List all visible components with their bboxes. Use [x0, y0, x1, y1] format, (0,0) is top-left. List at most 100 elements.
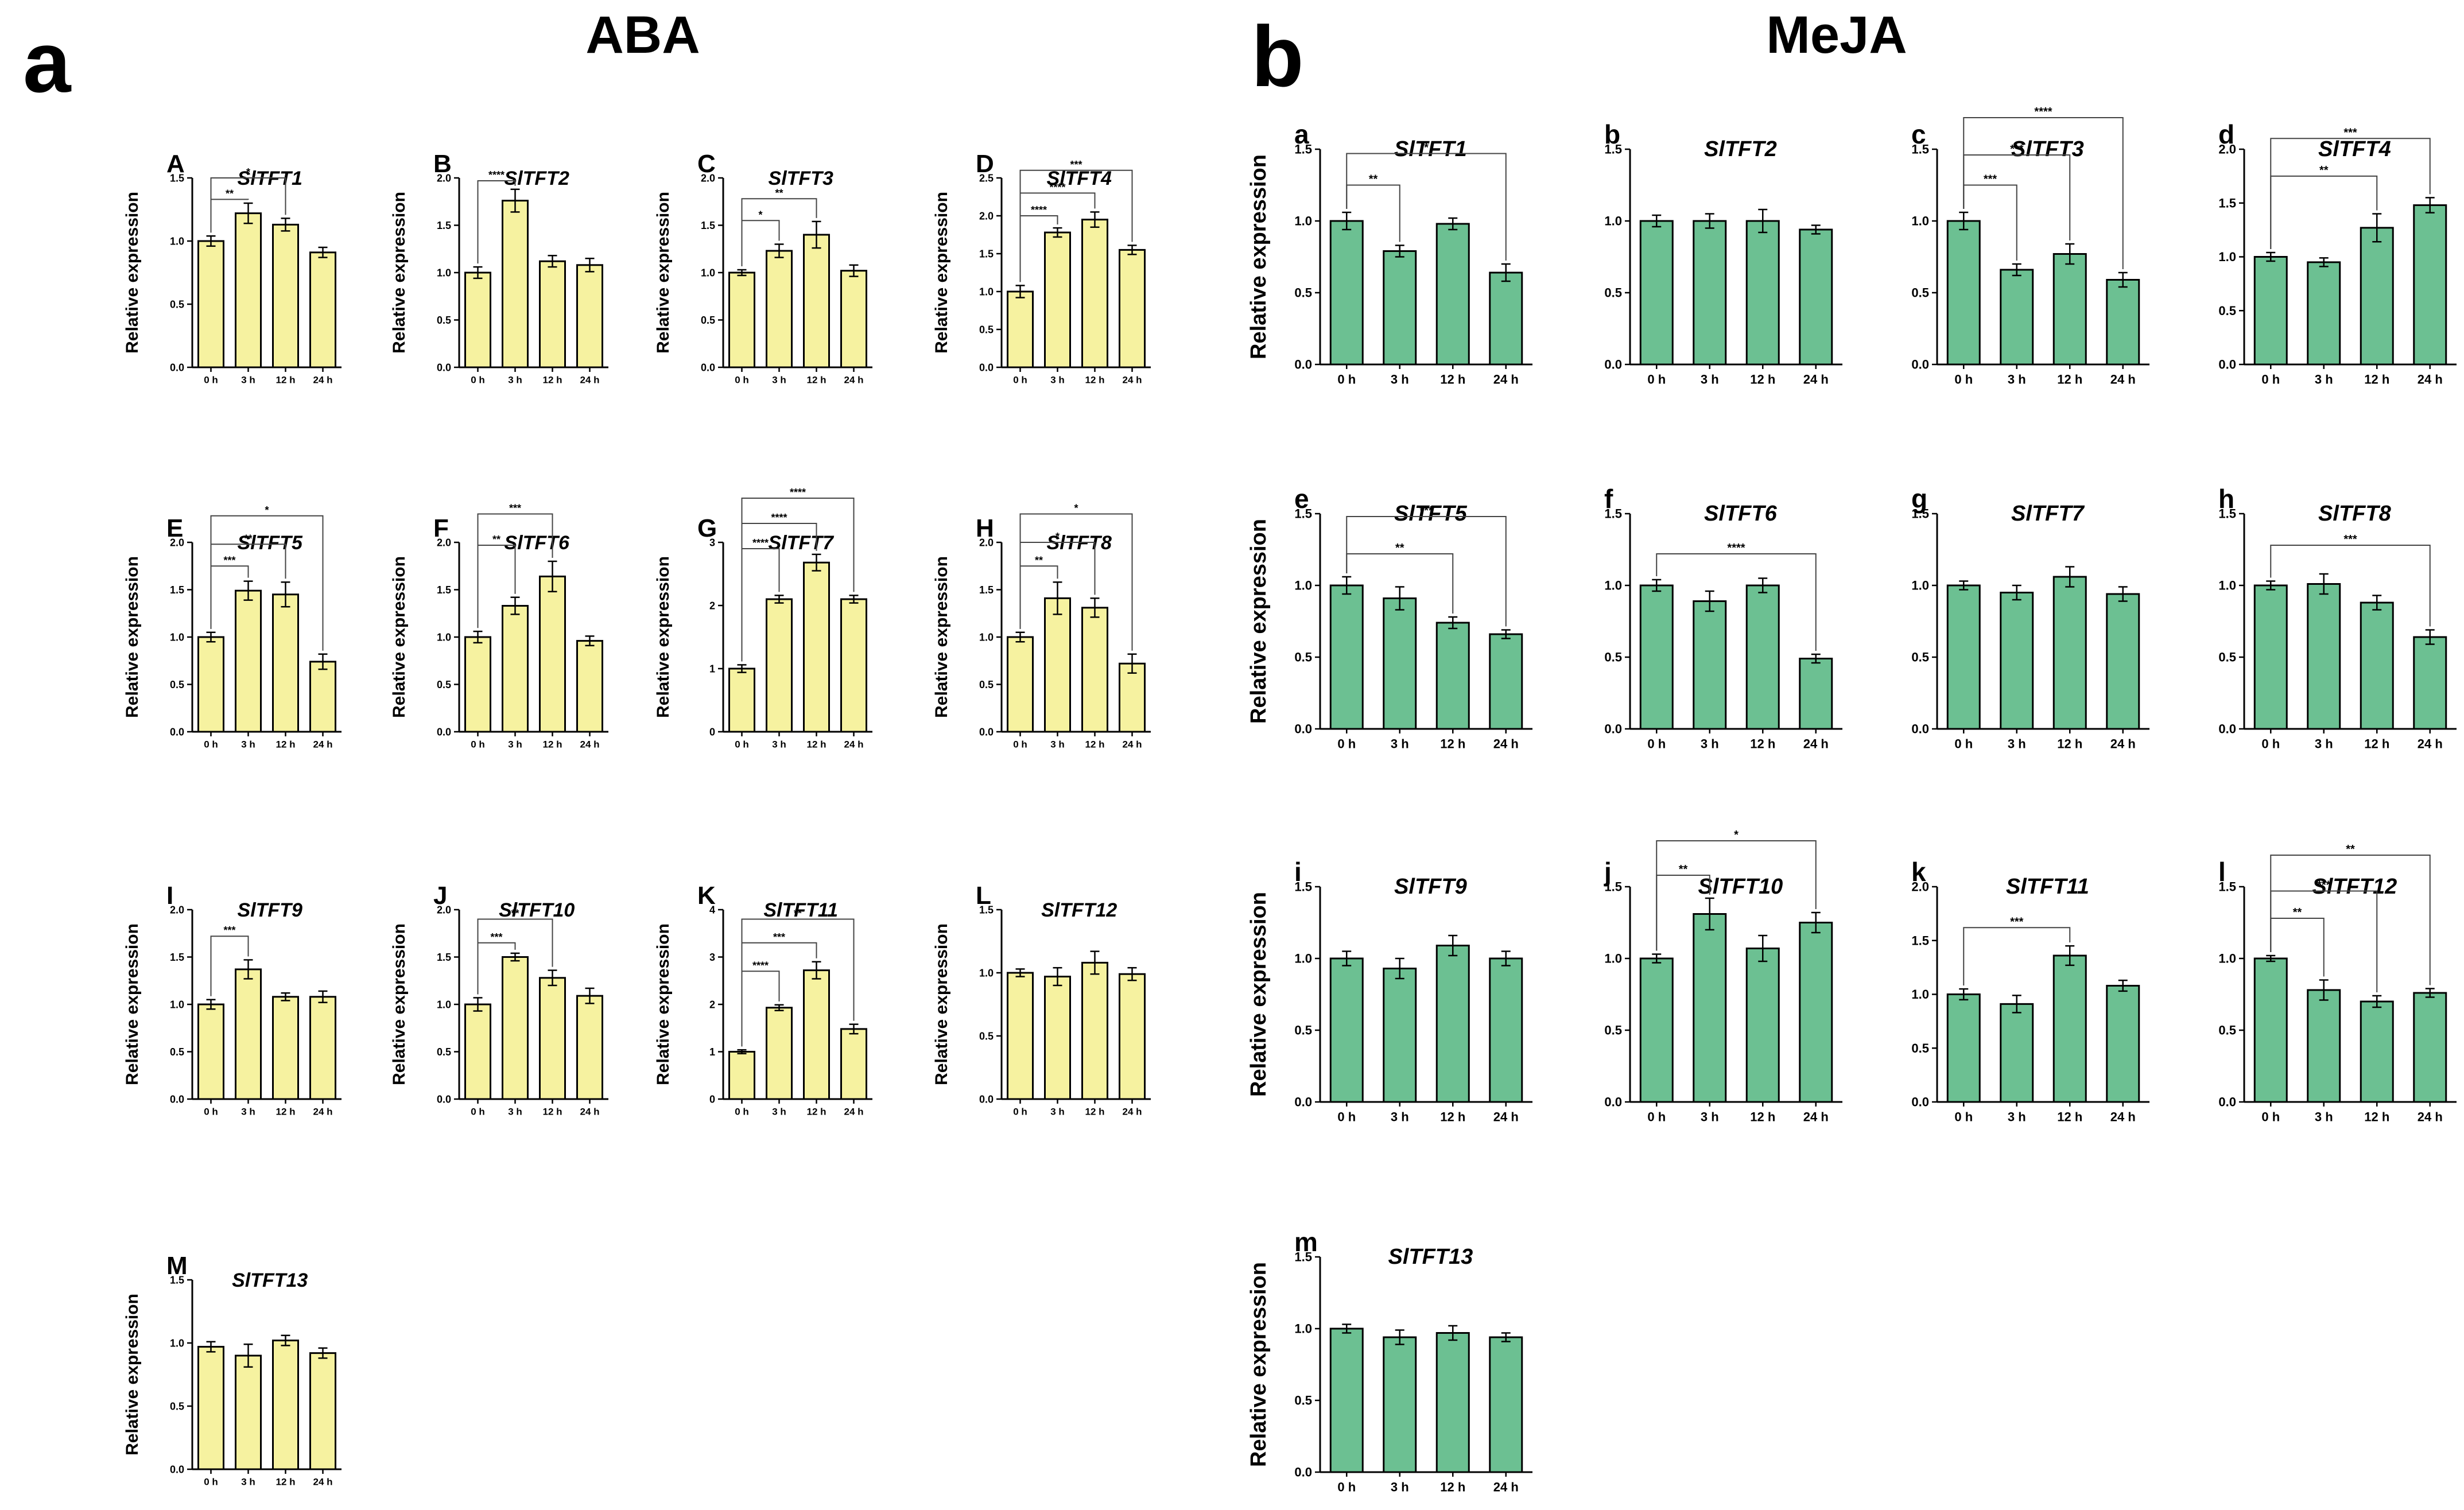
- x-tick-label: 3 h: [508, 375, 522, 386]
- panel-label: d: [2218, 119, 2234, 149]
- y-tick-label: 2.0: [979, 537, 994, 548]
- y-tick-label: 1.5: [979, 248, 994, 259]
- bar: [1799, 228, 1833, 366]
- chart-title: SlTFT5: [1394, 502, 1468, 526]
- y-tick-label: 0.5: [170, 679, 184, 690]
- chart-title: SlTFT2: [1704, 137, 1777, 161]
- chart-aba-B: B SlTFT2 Relative expression 0.0 0.5 1.0 1.5 2.…: [390, 150, 608, 386]
- bar: [272, 996, 299, 1100]
- y-tick-label: 1.5: [1911, 507, 1929, 521]
- y-tick-label: 1.0: [2218, 952, 2236, 966]
- chart-title: SlTFT11: [2006, 875, 2089, 899]
- bar: [2253, 584, 2288, 730]
- x-tick-label: 12 h: [2364, 1109, 2389, 1124]
- x-tick-label: 3 h: [772, 1107, 786, 1117]
- bar: [272, 1340, 299, 1470]
- x-tick-label: 3 h: [772, 375, 786, 386]
- chart-meja-m: m SlTFT13 Relative expression 0.0 0.5 1.0 1.5 0…: [1247, 1227, 1532, 1494]
- bar: [803, 561, 830, 733]
- significance-label: *: [246, 166, 250, 178]
- y-tick-label: 1.0: [1604, 952, 1622, 966]
- x-tick-label: 24 h: [1493, 372, 1519, 386]
- y-tick-label: 0.0: [170, 1093, 184, 1105]
- significance-bracket: [741, 198, 817, 267]
- bar: [1007, 290, 1034, 368]
- x-tick-label: 12 h: [1750, 372, 1775, 386]
- y-tick-label: 0.0: [437, 362, 451, 373]
- y-axis-label: Relative expression: [390, 923, 409, 1085]
- bar: [1081, 607, 1108, 733]
- bar: [2307, 261, 2341, 366]
- significance-label: ***: [509, 503, 521, 514]
- bar: [728, 667, 755, 733]
- bar: [1329, 220, 1364, 366]
- y-tick-label: 0: [709, 1093, 715, 1105]
- x-tick-label: 12 h: [275, 1107, 295, 1117]
- chart-title: SlTFT4: [1047, 168, 1112, 189]
- y-tick-label: 1.0: [701, 267, 715, 278]
- bar: [1383, 597, 1417, 730]
- x-tick-label: 3 h: [1701, 1109, 1719, 1124]
- x-tick-label: 0 h: [1647, 372, 1666, 386]
- x-tick-label: 12 h: [542, 375, 562, 386]
- bar: [1799, 922, 1833, 1103]
- x-tick-label: 3 h: [241, 375, 255, 386]
- bar: [1639, 957, 1674, 1103]
- y-tick-label: 1.0: [170, 1337, 184, 1349]
- significance-bracket: [477, 918, 553, 995]
- bar: [1329, 584, 1364, 730]
- significance-label: ***: [1070, 159, 1082, 170]
- y-axis-label: Relative expression: [123, 923, 142, 1085]
- x-tick-label: 0 h: [1954, 1109, 1973, 1124]
- bar: [2000, 592, 2034, 730]
- x-tick-label: 12 h: [2057, 372, 2082, 386]
- panel-label: j: [1604, 857, 1612, 887]
- y-tick-label: 0.0: [2218, 358, 2236, 372]
- y-axis-label: Relative expression: [932, 192, 951, 354]
- x-tick-label: 3 h: [1050, 739, 1065, 750]
- bar: [197, 1003, 224, 1100]
- chart-title: SlTFT9: [1394, 875, 1467, 899]
- y-tick-label: 0.5: [1294, 1023, 1312, 1038]
- y-tick-label: 2.0: [1911, 880, 1929, 894]
- bar: [272, 593, 299, 733]
- y-tick-label: 1.0: [979, 631, 994, 643]
- bar: [1383, 250, 1417, 366]
- y-tick-label: 1.0: [170, 631, 184, 643]
- bar: [2052, 253, 2087, 366]
- significance-label: ***: [1984, 173, 1997, 186]
- y-tick-label: 0.5: [437, 1046, 451, 1058]
- x-tick-label: 0 h: [2261, 1109, 2280, 1124]
- y-tick-label: 0.0: [1911, 358, 1929, 372]
- x-tick-label: 3 h: [1701, 372, 1719, 386]
- bar: [539, 260, 566, 368]
- panel-label: b: [1604, 119, 1620, 149]
- significance-label: *: [758, 209, 762, 220]
- x-tick-label: 24 h: [844, 1107, 863, 1117]
- significance-label: ***: [223, 925, 235, 936]
- x-tick-label: 12 h: [1440, 372, 1465, 386]
- y-tick-label: 0.0: [1911, 722, 1929, 736]
- significance-label: ***: [2010, 143, 2024, 156]
- x-tick-label: 0 h: [2261, 372, 2280, 386]
- bar: [1044, 976, 1071, 1100]
- y-tick-label: 0.5: [1604, 1023, 1622, 1038]
- x-tick-label: 12 h: [806, 1107, 826, 1117]
- y-tick-label: 0.5: [437, 679, 451, 690]
- bar: [1745, 220, 1780, 366]
- bar: [1435, 223, 1470, 366]
- x-tick-label: 24 h: [2110, 372, 2136, 386]
- x-tick-label: 12 h: [542, 1107, 562, 1117]
- y-tick-label: 1.5: [1294, 507, 1312, 521]
- chart-meja-h: h SlTFT8 0.0 0.5 1.0 1.5 0 h 3 h 12 h 24 h ***: [2218, 484, 2457, 751]
- bar: [1693, 913, 1727, 1103]
- bar: [840, 1028, 867, 1100]
- bar: [2052, 576, 2087, 730]
- panel-label: g: [1911, 484, 1927, 514]
- significance-label: ***: [2010, 915, 2024, 928]
- bar: [1007, 972, 1034, 1100]
- significance-bracket: [2270, 138, 2431, 249]
- y-tick-label: 2.0: [170, 904, 184, 915]
- x-tick-label: 0 h: [1647, 736, 1666, 751]
